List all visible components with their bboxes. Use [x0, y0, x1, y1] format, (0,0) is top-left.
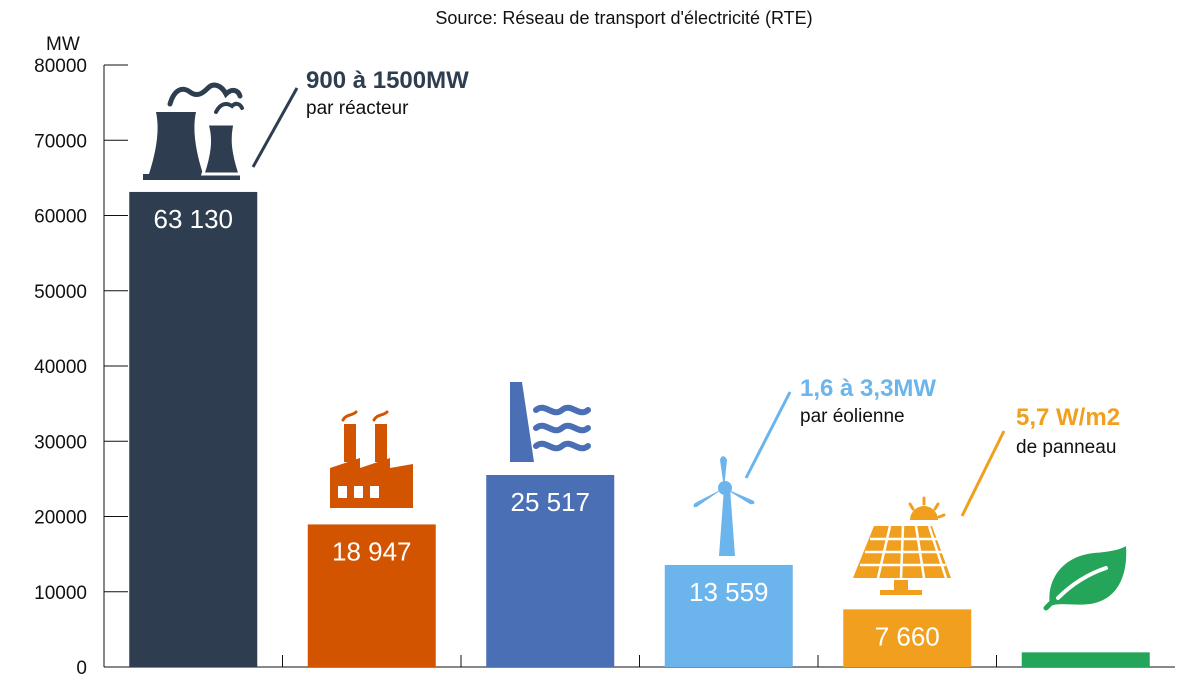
y-tick-label: 30000: [34, 432, 87, 453]
solar-panel-icon: [853, 496, 951, 595]
nuclear-plant-icon: [143, 82, 244, 180]
y-axis-unit: MW: [46, 34, 80, 55]
annotation-nuclear: 900 à 1500MW par réacteur: [251, 67, 469, 168]
y-tick-label: 70000: [34, 131, 87, 152]
y-tick-label: 0: [76, 658, 87, 675]
bar-value-label: 18 947: [332, 536, 412, 566]
bar: [664, 564, 793, 667]
bar: [486, 474, 615, 667]
annotation-wind-title: 1,6 à 3,3MW: [800, 375, 936, 402]
bar-value-label: 1 949: [1053, 620, 1118, 650]
bar-value-label: 7 660: [875, 621, 940, 651]
bar: [129, 191, 258, 667]
y-tick-label: 60000: [34, 207, 87, 228]
bar: [1021, 652, 1150, 667]
annotation-nuclear-title: 900 à 1500MW: [306, 67, 469, 94]
y-axis: 0 10000 20000 30000 40000 50000 60000 70000 8000…: [34, 56, 1175, 675]
bar: [843, 609, 972, 667]
dam-icon: [510, 382, 591, 462]
bar: [307, 524, 436, 667]
bar-value-label: 13 559: [689, 577, 769, 607]
bar-value-label: 63 130: [153, 204, 233, 234]
bar-series: [129, 191, 1150, 667]
y-tick-label: 20000: [34, 508, 87, 529]
annotation-solar-subtitle: de panneau: [1016, 437, 1116, 458]
bar-value-labels: 63 130 18 947 25 517 13 559 7 660 1 949: [153, 204, 1118, 651]
bar-value-label: 25 517: [510, 487, 590, 517]
annotation-solar-title: 5,7 W/m2: [1016, 404, 1120, 431]
annotation-wind: 1,6 à 3,3MW par éolienne: [744, 375, 936, 479]
annotation-solar: 5,7 W/m2 de panneau: [960, 404, 1120, 517]
annotation-nuclear-subtitle: par réacteur: [306, 98, 409, 119]
y-tick-label: 50000: [34, 282, 87, 303]
y-tick-label: 40000: [34, 357, 87, 378]
annotation-wind-subtitle: par éolienne: [800, 406, 905, 427]
factory-icon: [330, 410, 413, 508]
wind-turbine-icon: [693, 456, 755, 556]
y-tick-label: 10000: [34, 583, 87, 604]
chart-subtitle: Source: Réseau de transport d'électricit…: [435, 8, 812, 28]
leaf-icon: [1043, 546, 1127, 611]
y-tick-label: 80000: [34, 56, 87, 77]
